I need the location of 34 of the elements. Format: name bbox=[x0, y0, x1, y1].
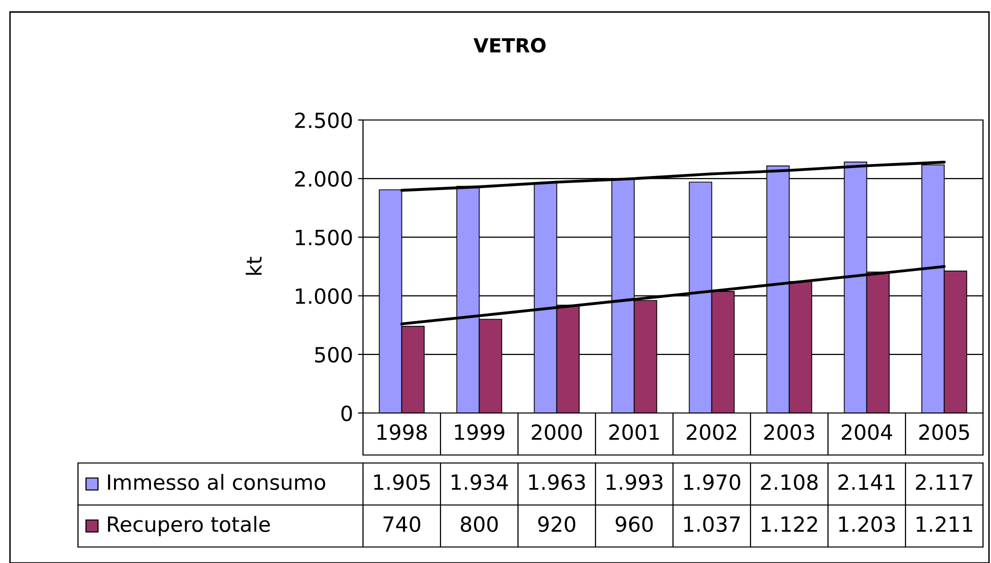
x-tick-label: 2004 bbox=[842, 424, 892, 440]
x-tick-label: 2001 bbox=[609, 424, 659, 440]
x-tick-label: 2003 bbox=[764, 424, 814, 440]
data-label: 1.037 bbox=[684, 516, 740, 532]
x-tick-label: 1998 bbox=[378, 424, 427, 440]
legend-label: Immesso al consumo bbox=[108, 474, 326, 490]
x-tick-label: 2005 bbox=[919, 424, 969, 440]
y-tick-label: 500 bbox=[315, 346, 352, 363]
data-label: 1.905 bbox=[374, 474, 430, 490]
y-tick-label: 0 bbox=[341, 405, 352, 422]
y-tick-label: 1.000 bbox=[296, 288, 352, 304]
x-tick-label: 2002 bbox=[686, 424, 736, 440]
data-label: 1.211 bbox=[916, 516, 972, 532]
data-label: 2.117 bbox=[916, 474, 972, 490]
y-tick-label: 2.500 bbox=[295, 112, 352, 128]
legend-label: Recupero totale bbox=[108, 516, 270, 536]
data-label: 1.963 bbox=[529, 474, 585, 490]
data-label: 800 bbox=[460, 516, 498, 532]
x-tick-label: 2000 bbox=[532, 424, 582, 440]
x-tick-label: 1999 bbox=[455, 424, 504, 440]
data-label: 2.141 bbox=[838, 474, 895, 490]
data-label: 920 bbox=[538, 516, 576, 532]
y-tick-label: 1.500 bbox=[296, 230, 352, 246]
data-label: 960 bbox=[616, 516, 653, 532]
data-label: 1.993 bbox=[606, 474, 662, 490]
y-tick-label: 2.000 bbox=[295, 171, 352, 187]
data-label: 2.108 bbox=[760, 474, 818, 490]
data-label: 1.934 bbox=[452, 474, 508, 490]
data-label: 1.203 bbox=[839, 516, 895, 532]
chart-title: VETRO bbox=[474, 38, 546, 53]
data-label: 740 bbox=[384, 516, 420, 532]
y-axis-title: kt bbox=[246, 256, 262, 275]
data-label: 1.122 bbox=[762, 516, 817, 532]
data-label: 1.970 bbox=[684, 474, 740, 490]
